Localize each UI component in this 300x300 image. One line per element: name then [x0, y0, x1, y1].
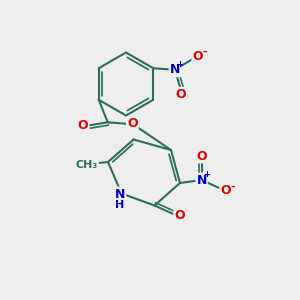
Text: O: O — [196, 149, 207, 163]
Text: O: O — [127, 117, 138, 130]
Text: +: + — [203, 170, 210, 179]
Text: N: N — [170, 63, 180, 76]
Text: N: N — [196, 173, 207, 187]
Text: H: H — [116, 200, 124, 210]
Text: O: O — [175, 88, 186, 101]
Text: -: - — [230, 182, 235, 192]
Text: N: N — [115, 188, 125, 201]
Text: O: O — [192, 50, 203, 63]
Text: O: O — [174, 209, 185, 222]
Text: -: - — [202, 47, 207, 57]
Text: O: O — [220, 184, 231, 197]
Text: +: + — [176, 60, 184, 69]
Text: CH₃: CH₃ — [76, 160, 98, 170]
Text: O: O — [78, 119, 88, 132]
